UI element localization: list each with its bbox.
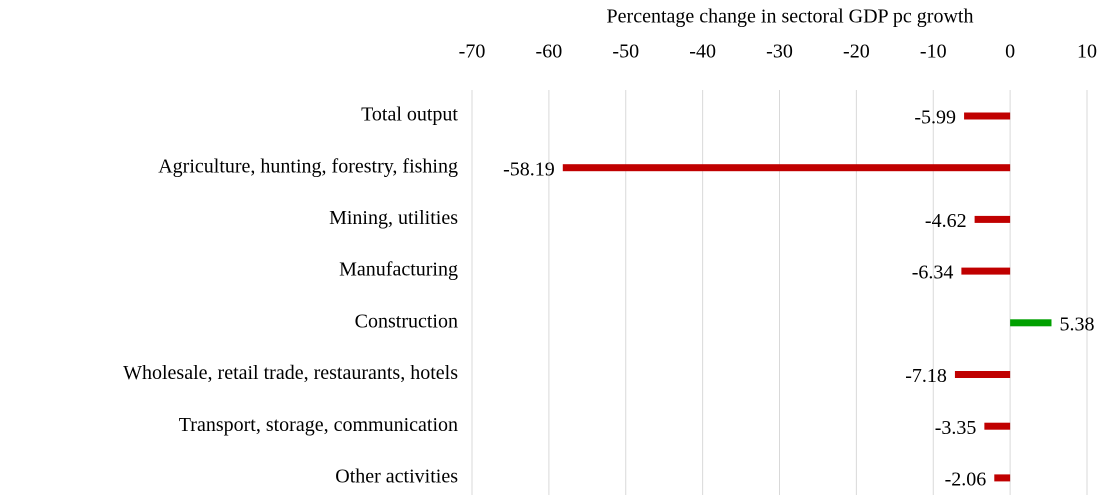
x-tick-label: 0: [1005, 41, 1015, 63]
value-label: -7.18: [905, 365, 947, 387]
bar: [961, 267, 1011, 275]
x-tick-label: -50: [612, 41, 639, 63]
category-label: Agriculture, hunting, forestry, fishing: [158, 155, 458, 177]
bar: [562, 164, 1011, 172]
bar: [994, 474, 1011, 482]
value-label: -5.99: [914, 107, 956, 129]
category-label: Manufacturing: [339, 259, 458, 281]
bar: [1010, 319, 1052, 327]
category-label: Construction: [355, 310, 458, 332]
x-tick-label: 10: [1077, 41, 1097, 63]
value-label: -58.19: [503, 158, 555, 180]
value-label: -3.35: [935, 417, 977, 439]
bar: [964, 112, 1011, 120]
bar: [984, 422, 1011, 430]
category-label: Transport, storage, communication: [179, 414, 458, 436]
value-label: 5.38: [1059, 313, 1094, 335]
x-tick-label: -10: [920, 41, 947, 63]
category-label: Mining, utilities: [329, 207, 458, 229]
bar: [974, 215, 1011, 223]
x-tick-label: -60: [536, 41, 563, 63]
bar: [954, 371, 1011, 378]
category-label: Wholesale, retail trade, restaurants, ho…: [123, 362, 458, 384]
x-tick-label: -20: [843, 41, 870, 63]
category-label: Total output: [361, 104, 458, 126]
x-tick-label: -40: [689, 41, 716, 63]
x-tick-label: -70: [459, 41, 486, 63]
value-label: -4.62: [925, 210, 967, 232]
category-label: Other activities: [335, 465, 458, 487]
chart-title: Percentage change in sectoral GDP pc gro…: [607, 6, 974, 28]
value-label: -6.34: [912, 262, 954, 284]
x-tick-label: -30: [766, 41, 793, 63]
value-label: -2.06: [945, 468, 987, 490]
